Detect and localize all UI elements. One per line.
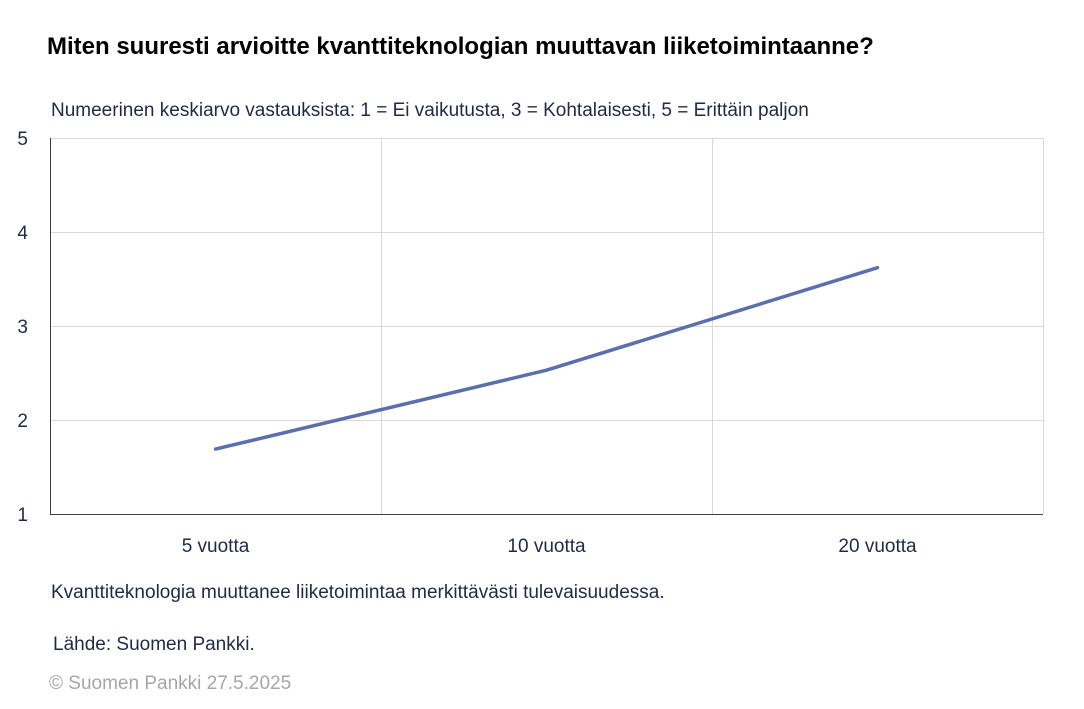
x-tick-label: 20 vuotta — [838, 536, 917, 557]
copyright-text: © Suomen Pankki 27.5.2025 — [49, 673, 292, 694]
chart-source: Lähde: Suomen Pankki. — [53, 634, 255, 655]
tick-label-layer: 1 2 3 4 5 5 vuotta 10 vuotta 20 vuotta — [17, 129, 917, 557]
y-tick-label: 1 — [17, 505, 28, 526]
series-layer — [213, 265, 880, 451]
series-line — [213, 265, 880, 451]
chart-note: Kvanttiteknologia muuttanee liiketoimint… — [51, 582, 665, 603]
chart-subtitle: Numeerinen keskiarvo vastauksista: 1 = E… — [51, 100, 809, 121]
chart-title: Miten suuresti arvioitte kvanttiteknolog… — [47, 33, 874, 60]
y-tick-label: 4 — [17, 223, 28, 244]
y-tick-label: 2 — [17, 411, 28, 432]
axis-layer — [50, 138, 1043, 515]
grid-layer — [50, 138, 1044, 514]
x-tick-label: 10 vuotta — [507, 536, 586, 557]
y-tick-label: 3 — [17, 317, 28, 338]
x-tick-label: 5 vuotta — [182, 536, 250, 557]
y-tick-label: 5 — [17, 129, 28, 150]
